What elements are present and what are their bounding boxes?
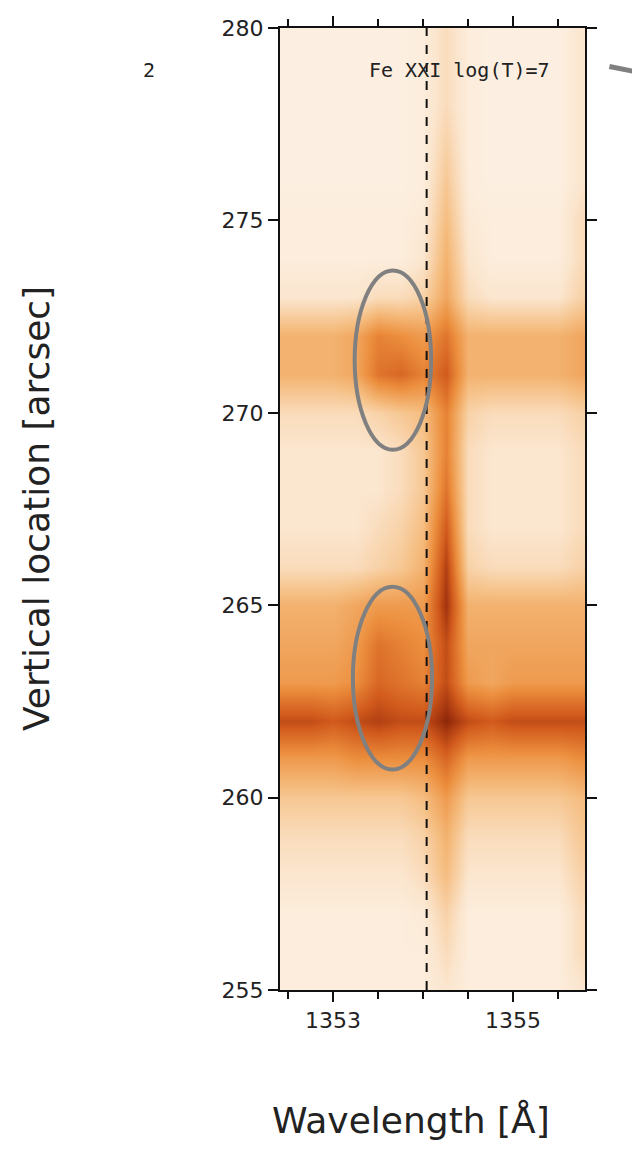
svg-text:275: 275 — [222, 208, 264, 233]
svg-text:Wavelength [Å]: Wavelength [Å] — [272, 1099, 550, 1141]
svg-text:255: 255 — [222, 978, 264, 1003]
svg-text:Fe XXI log(T)=7: Fe XXI log(T)=7 — [369, 58, 550, 82]
svg-text:280: 280 — [222, 16, 264, 41]
svg-text:1355: 1355 — [485, 1008, 541, 1033]
svg-text:270: 270 — [222, 401, 264, 426]
svg-text:260: 260 — [222, 785, 264, 810]
svg-text:2: 2 — [143, 58, 155, 82]
svg-text:265: 265 — [222, 593, 264, 618]
svg-text:1353: 1353 — [305, 1008, 361, 1033]
svg-text:Vertical location [arcsec]: Vertical location [arcsec] — [16, 286, 57, 731]
